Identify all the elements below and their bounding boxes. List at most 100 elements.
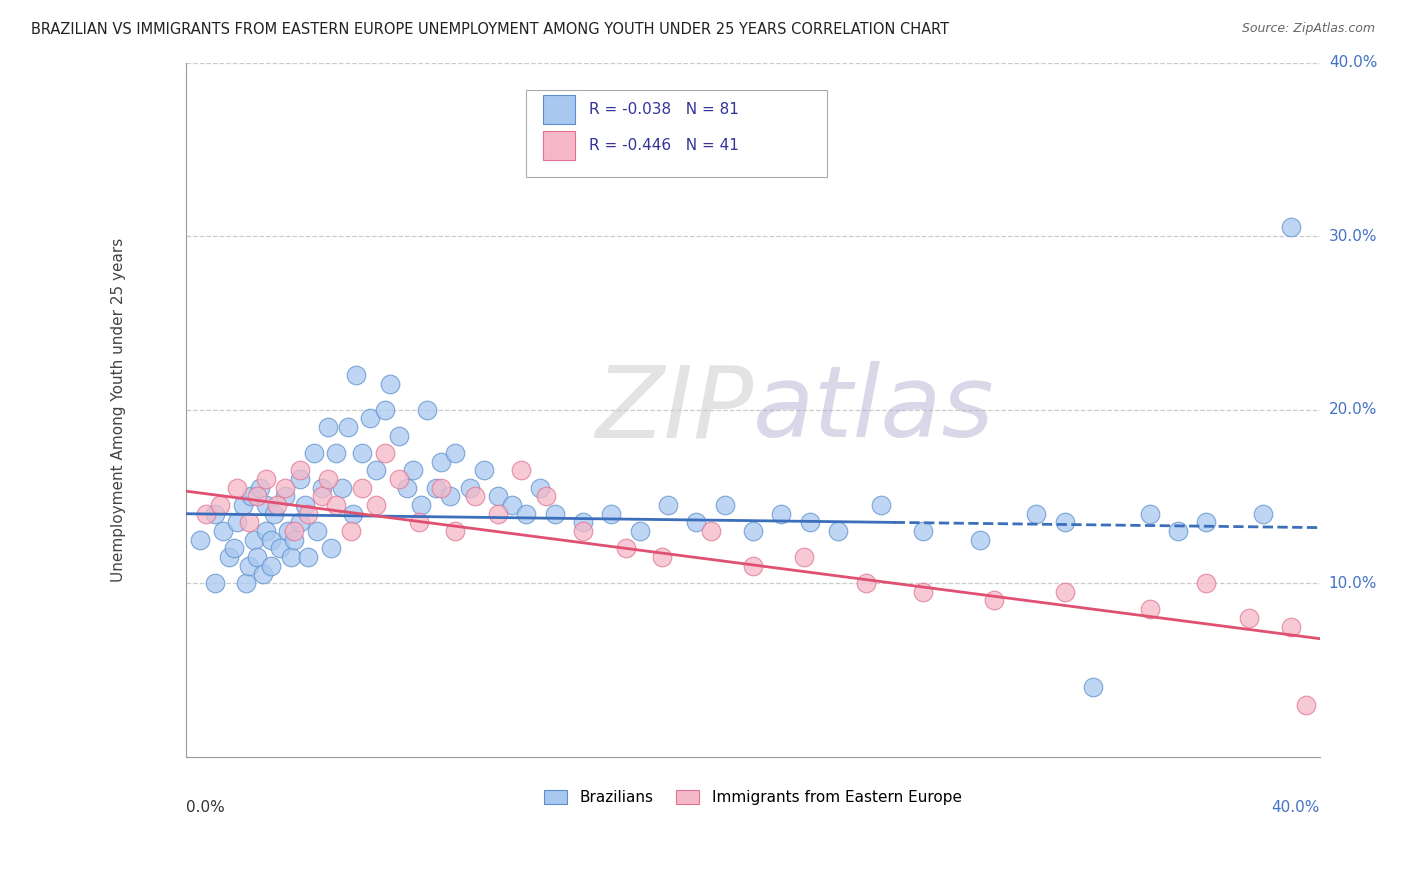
Point xyxy=(1295,698,1317,712)
Point xyxy=(316,472,339,486)
Point xyxy=(1251,507,1274,521)
Point xyxy=(713,498,735,512)
FancyBboxPatch shape xyxy=(543,131,575,161)
Point xyxy=(1053,584,1076,599)
Point xyxy=(572,524,595,538)
Point xyxy=(325,446,347,460)
Point xyxy=(430,455,453,469)
Point xyxy=(254,524,277,538)
Point xyxy=(212,524,235,538)
Point xyxy=(464,489,486,503)
Point xyxy=(339,524,361,538)
Point xyxy=(283,524,305,538)
Point xyxy=(534,489,557,503)
Point xyxy=(235,576,257,591)
Point xyxy=(274,489,297,503)
Point xyxy=(280,550,302,565)
Point xyxy=(283,533,305,547)
Point xyxy=(366,498,388,512)
Point xyxy=(359,411,381,425)
Point xyxy=(651,550,673,565)
Text: BRAZILIAN VS IMMIGRANTS FROM EASTERN EUROPE UNEMPLOYMENT AMONG YOUTH UNDER 25 YE: BRAZILIAN VS IMMIGRANTS FROM EASTERN EUR… xyxy=(31,22,949,37)
Point xyxy=(218,550,240,565)
Point xyxy=(411,498,433,512)
Point xyxy=(195,507,218,521)
Point xyxy=(425,481,447,495)
Point xyxy=(1195,576,1218,591)
Point xyxy=(288,472,311,486)
Text: atlas: atlas xyxy=(754,361,994,458)
Point xyxy=(628,524,651,538)
Point xyxy=(742,524,765,538)
Point xyxy=(1139,602,1161,616)
Point xyxy=(249,481,271,495)
Point xyxy=(294,498,316,512)
Point xyxy=(350,446,373,460)
Point xyxy=(269,541,291,556)
Point xyxy=(224,541,246,556)
Text: 40.0%: 40.0% xyxy=(1329,55,1376,70)
Point xyxy=(226,481,249,495)
Point xyxy=(254,498,277,512)
Point xyxy=(260,558,283,573)
Point xyxy=(344,368,367,382)
Point xyxy=(246,550,269,565)
Text: 0.0%: 0.0% xyxy=(187,800,225,815)
Point xyxy=(486,507,509,521)
Point xyxy=(260,533,283,547)
FancyBboxPatch shape xyxy=(543,95,575,124)
Point xyxy=(799,516,821,530)
Point xyxy=(254,472,277,486)
Point xyxy=(770,507,793,521)
FancyBboxPatch shape xyxy=(526,90,827,178)
Point xyxy=(336,420,359,434)
Text: R = -0.038   N = 81: R = -0.038 N = 81 xyxy=(589,102,738,117)
Point xyxy=(311,489,333,503)
Point xyxy=(374,446,396,460)
Point xyxy=(277,524,299,538)
Point xyxy=(263,507,285,521)
Point xyxy=(319,541,342,556)
Point xyxy=(342,507,364,521)
Point xyxy=(793,550,815,565)
Point xyxy=(529,481,551,495)
Point xyxy=(1139,507,1161,521)
Text: Unemployment Among Youth under 25 years: Unemployment Among Youth under 25 years xyxy=(111,237,125,582)
Point xyxy=(869,498,891,512)
Point xyxy=(366,463,388,477)
Point xyxy=(969,533,991,547)
Text: R = -0.446   N = 41: R = -0.446 N = 41 xyxy=(589,138,738,153)
Point xyxy=(1081,680,1104,694)
Point xyxy=(657,498,679,512)
Point xyxy=(246,489,269,503)
Point xyxy=(911,524,934,538)
Point xyxy=(444,524,467,538)
Text: ZIP: ZIP xyxy=(595,361,754,458)
Point xyxy=(600,507,623,521)
Point xyxy=(311,481,333,495)
Point xyxy=(380,376,402,391)
Point xyxy=(1237,611,1260,625)
Point xyxy=(288,516,311,530)
Point xyxy=(444,446,467,460)
Point xyxy=(827,524,849,538)
Point xyxy=(1279,220,1302,235)
Point xyxy=(204,507,226,521)
Point xyxy=(238,558,260,573)
Point xyxy=(486,489,509,503)
Text: 10.0%: 10.0% xyxy=(1329,575,1376,591)
Point xyxy=(515,507,537,521)
Point xyxy=(983,593,1005,607)
Point xyxy=(316,420,339,434)
Point xyxy=(396,481,419,495)
Point xyxy=(699,524,721,538)
Point xyxy=(402,463,425,477)
Point xyxy=(190,533,212,547)
Point xyxy=(1167,524,1189,538)
Point xyxy=(472,463,495,477)
Point xyxy=(509,463,531,477)
Point xyxy=(240,489,263,503)
Point xyxy=(439,489,461,503)
Text: 40.0%: 40.0% xyxy=(1271,800,1320,815)
Point xyxy=(374,402,396,417)
